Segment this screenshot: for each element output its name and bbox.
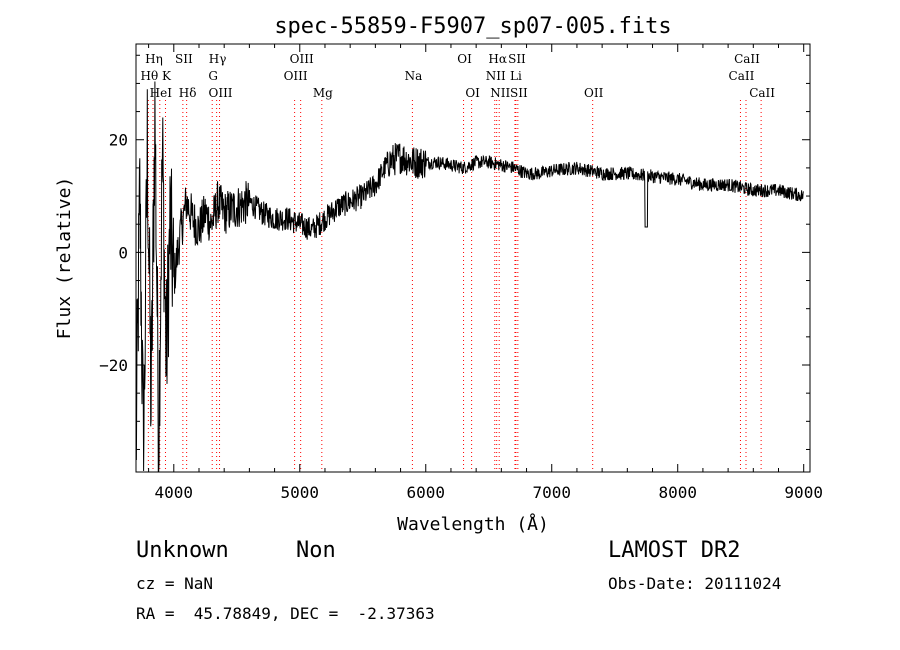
spectral-line-label: Hθ [140, 69, 158, 83]
object-subclass: Non [296, 538, 336, 563]
x-tick-label: 4000 [155, 483, 194, 502]
y-axis: −20 0 20 [99, 54, 810, 450]
spectral-line-label: SII [510, 86, 528, 100]
y-tick-label: 20 [109, 131, 128, 150]
spectral-line-markers [147, 100, 762, 472]
spectral-line-label: CaII [729, 69, 755, 83]
spectral-line-label: OI [465, 86, 480, 100]
spectral-line-label: Hδ [179, 86, 197, 100]
spectral-line-label: OI [457, 52, 472, 66]
spectral-line-label: G [208, 69, 218, 83]
x-tick-label: 9000 [784, 483, 823, 502]
object-class: Unknown [136, 538, 229, 563]
survey-name: LAMOST DR2 [608, 538, 741, 563]
spectral-line-label: Hη [145, 52, 163, 66]
y-tick-label: 0 [118, 243, 128, 262]
spectral-line-label: HeI [150, 86, 173, 100]
y-axis-label: Flux (relative) [54, 177, 75, 340]
spectral-line-label: Mg [313, 86, 333, 100]
spectral-line-label: Li [510, 69, 522, 83]
x-tick-label: 5000 [281, 483, 320, 502]
spectral-line-label: Hγ [209, 52, 227, 66]
y-tick-label: −20 [99, 356, 128, 375]
x-tick-label: 6000 [406, 483, 445, 502]
x-tick-label: 7000 [532, 483, 571, 502]
spectral-line-label: K [162, 69, 172, 83]
spectrum-line [135, 81, 804, 472]
spectral-line-label: CaII [749, 86, 775, 100]
observation-date: Obs-Date: 20111024 [608, 574, 782, 593]
spectral-line-label: SII [175, 52, 193, 66]
spectral-line-label: OIII [290, 52, 314, 66]
coordinates-line: RA = 45.78849, DEC = -2.37363 [136, 604, 435, 623]
x-axis: 4000 5000 6000 7000 8000 9000 [148, 44, 823, 502]
spectral-line-label: OII [584, 86, 604, 100]
x-tick-label: 8000 [658, 483, 697, 502]
spectral-line-label: Na [405, 69, 423, 83]
spectral-line-label: OIII [208, 86, 232, 100]
spectral-line-label: CaII [734, 52, 760, 66]
spectral-line-label: SII [508, 52, 526, 66]
chart-title: spec-55859-F5907_sp07-005.fits [274, 14, 671, 39]
plot-frame [135, 43, 811, 473]
redshift-line: cz = NaN [136, 574, 214, 593]
x-axis-label: Wavelength (Å) [397, 513, 549, 535]
spectral-line-label: NII [490, 86, 510, 100]
spectral-line-label: NII [486, 69, 506, 83]
spectral-line-label: Hα [488, 52, 507, 66]
spectral-line-label: OIII [284, 69, 308, 83]
